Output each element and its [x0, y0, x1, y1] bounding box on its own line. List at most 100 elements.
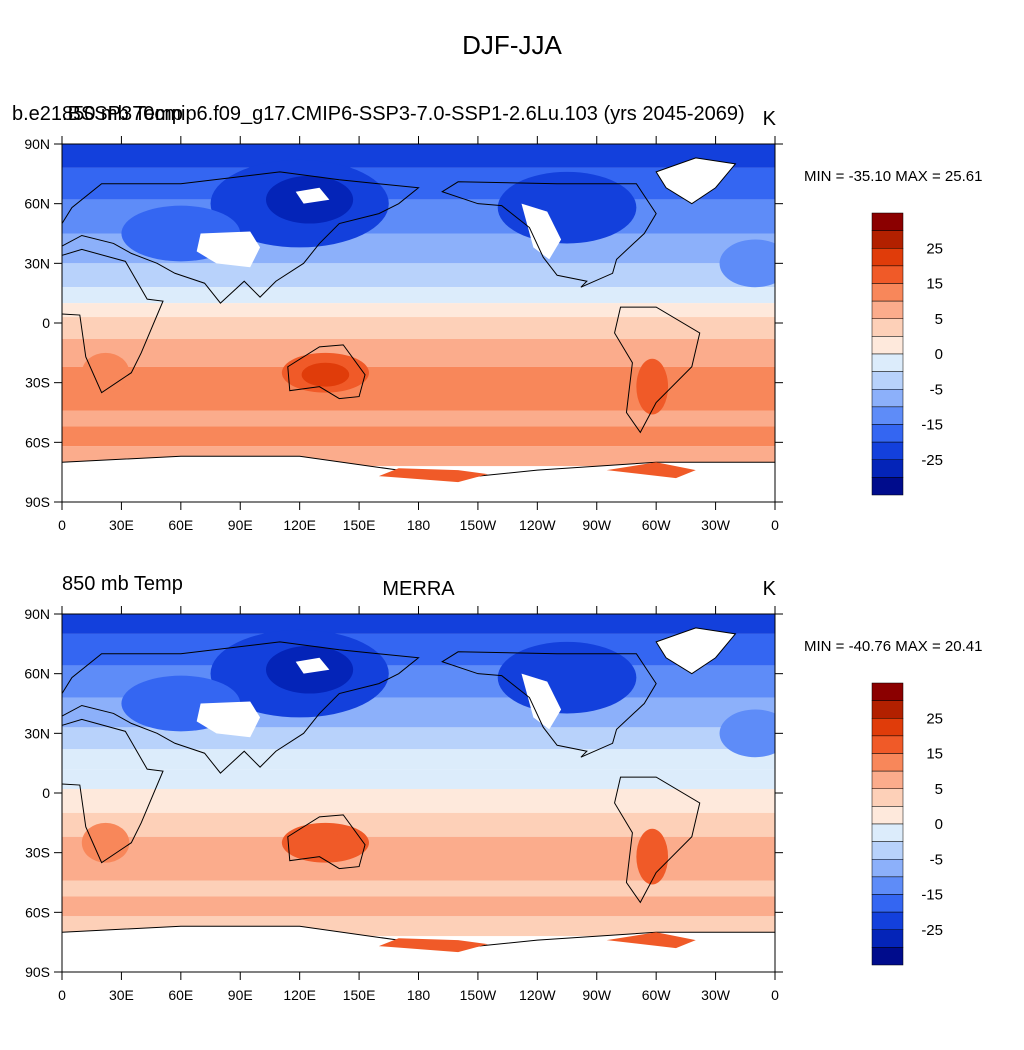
lon-tick-label: 150E [343, 517, 376, 533]
contour-band [62, 749, 775, 770]
cold-region-sahara [719, 709, 775, 758]
min-max-text: MIN = -35.10 MAX = 25.61 [804, 168, 983, 185]
panel-center-label: MERRA [382, 578, 455, 600]
warm-ross-ice-shelf [378, 938, 488, 953]
colorbar-label: -5 [930, 381, 943, 398]
cold-region-sahara [719, 239, 775, 288]
colorbar-label: 0 [935, 816, 943, 833]
map-panel-merra: 850 mb Temp MERRA K MIN = -40.76 MAX = 2… [0, 570, 1024, 1050]
contour-band [62, 287, 775, 304]
contour-band [62, 303, 775, 318]
contour-band [62, 144, 775, 168]
colorbar-swatch [871, 788, 904, 807]
contour-band [62, 836, 775, 881]
lat-tick-label: 30S [25, 845, 50, 861]
lat-tick-label: 60N [24, 666, 50, 682]
colorbar-swatch [871, 406, 904, 425]
coastline-antarctica [62, 925, 775, 972]
lat-tick-label: 60S [25, 434, 50, 450]
lon-tick-label: 60E [168, 987, 193, 1003]
contour-band [62, 880, 775, 897]
coastline-n-america [441, 651, 657, 758]
colorbar-swatch [871, 265, 904, 284]
colorbar-swatch [871, 459, 904, 478]
coastline-n-america [441, 181, 657, 288]
contour-band [62, 614, 775, 634]
lon-tick-label: 60W [642, 987, 672, 1003]
colorbar-swatch [871, 806, 904, 825]
lon-tick-label: 30E [109, 987, 134, 1003]
figure-title: DJF-JJA [462, 30, 562, 60]
lon-tick-label: 0 [771, 987, 779, 1003]
colorbar-swatch [871, 212, 904, 231]
lon-tick-label: 30E [109, 517, 134, 533]
warm-region-southern-africa [81, 822, 130, 863]
lon-tick-label: 0 [58, 517, 66, 533]
contour-band [62, 317, 775, 339]
lon-tick-label: 90W [582, 987, 612, 1003]
colorbar-swatch [871, 300, 904, 319]
colorbar-label: 15 [926, 746, 943, 763]
lat-tick-label: 0 [42, 315, 50, 331]
colorbar-swatch [871, 477, 904, 496]
mask-rockies [521, 203, 562, 260]
contour-band [62, 366, 775, 411]
contour-band [62, 896, 775, 917]
colorbar-swatch [871, 700, 904, 719]
colorbar-swatch [871, 248, 904, 267]
colorbar-label: 25 [926, 240, 943, 257]
contour-map: 90N 60N 30N 0 30S 60S 90S 0 30E 60E 90E 120E 150E 180… [24, 606, 943, 1003]
coastline-australia [287, 814, 366, 870]
lon-tick-label: 90W [582, 517, 612, 533]
lat-tick-label: 0 [42, 785, 50, 801]
mask-tibet [196, 231, 261, 268]
colorbar-swatch [871, 371, 904, 390]
lon-tick-label: 30W [701, 517, 731, 533]
min-max-text: MIN = -40.76 MAX = 20.41 [804, 638, 983, 655]
lon-tick-label: 180 [407, 987, 431, 1003]
contour-band [62, 789, 775, 813]
colorbar-swatch [871, 876, 904, 895]
colorbar-label: 0 [935, 346, 943, 363]
coastline-s-america [614, 776, 701, 904]
colorbar-swatch [871, 823, 904, 842]
contour-band [62, 769, 775, 790]
contour-band [62, 812, 775, 837]
colorbar-label: -15 [921, 887, 943, 904]
colorbar-swatch [871, 735, 904, 754]
contour-band [62, 263, 775, 288]
contour-band [62, 338, 775, 367]
temperature-field [62, 614, 775, 972]
lon-tick-label: 90E [228, 517, 253, 533]
colorbar-swatch [871, 911, 904, 930]
warm-weddell [606, 462, 696, 479]
mask-siberia [295, 657, 330, 674]
lon-tick-label: 120E [283, 987, 316, 1003]
colorbar-swatch [871, 929, 904, 948]
colorbar-swatch [871, 682, 904, 701]
lon-tick-label: 150W [460, 517, 497, 533]
warm-region-argentina [636, 828, 669, 885]
colorbar-swatch [871, 859, 904, 878]
lat-tick-label: 30S [25, 375, 50, 391]
colorbar-label: 5 [935, 781, 943, 798]
warm-region-argentina [636, 358, 669, 415]
colorbar-swatch [871, 770, 904, 789]
coastline-africa [62, 718, 164, 864]
lon-tick-label: 0 [58, 987, 66, 1003]
colorbar-swatch [871, 947, 904, 966]
warm-core-australia [301, 362, 350, 387]
temperature-field [62, 144, 775, 502]
colorbar-swatch [871, 894, 904, 913]
panel-left-label: b.e21.BSSP370cmip6.f09_g17.CMIP6-SSP3-7.… [12, 103, 745, 125]
mask-rockies [521, 673, 562, 730]
lon-tick-label: 60E [168, 517, 193, 533]
lon-tick-label: 150E [343, 987, 376, 1003]
coastline-australia [287, 344, 366, 400]
contour-band [62, 426, 775, 447]
panel-variable-label-overlap: 850 mb Temp [62, 103, 183, 125]
lat-tick-label: 30N [24, 255, 50, 271]
lat-tick-label: 30N [24, 725, 50, 741]
lon-tick-label: 120E [283, 517, 316, 533]
warm-region-southern-africa [81, 352, 130, 393]
